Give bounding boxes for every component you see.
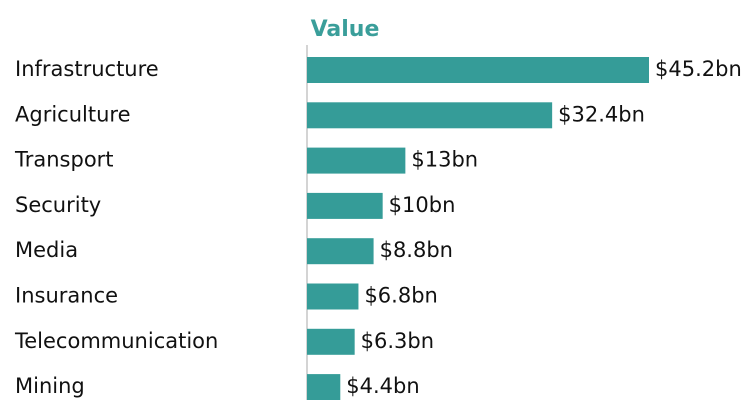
category-label: Infrastructure: [15, 57, 159, 81]
bar: [307, 147, 406, 174]
bar: [307, 328, 355, 355]
bar: [307, 57, 649, 83]
value-label: $13bn: [411, 148, 478, 172]
value-label: $32.4bn: [558, 102, 645, 126]
chart-title: Value: [311, 17, 380, 42]
value-label: $10bn: [389, 193, 456, 217]
category-label: Transport: [14, 148, 114, 172]
value-label: $6.8bn: [364, 284, 437, 308]
bar: [307, 283, 359, 310]
bar: [307, 102, 553, 129]
value-label: $45.2bn: [655, 57, 742, 81]
bar: [307, 374, 341, 400]
category-label: Media: [15, 238, 78, 262]
category-label: Mining: [15, 374, 85, 398]
value-label: $8.8bn: [380, 238, 453, 262]
category-label: Security: [15, 193, 101, 217]
bar: [307, 238, 374, 265]
category-label: Telecommunication: [14, 329, 218, 353]
value-label: $4.4bn: [346, 374, 419, 398]
value-label: $6.3bn: [361, 329, 434, 353]
bar: [307, 192, 383, 219]
category-label: Agriculture: [15, 102, 131, 126]
category-label: Insurance: [15, 284, 118, 308]
